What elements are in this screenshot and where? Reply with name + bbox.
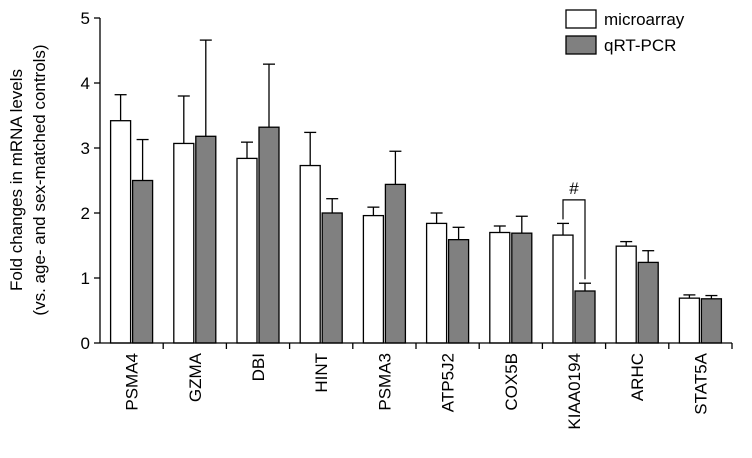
microarray-bar <box>552 234 574 344</box>
y-axis-title: Fold changes in mRNA levels (vs. age- an… <box>7 44 49 315</box>
qrt-pcr-bar <box>195 135 217 344</box>
microarray-bar <box>236 157 258 344</box>
qrt-pcr-bar <box>511 232 533 344</box>
y-tick-label: 0 <box>81 334 90 353</box>
microarray-legend-swatch <box>565 9 597 29</box>
microarray-bar <box>678 297 701 344</box>
y-axis-title-line1: Fold changes in mRNA levels <box>7 69 26 291</box>
x-tick-label: PSMA3 <box>375 353 394 411</box>
y-axis-title-line2: (vs. age- and sex-matched controls) <box>30 44 49 315</box>
qrt-pcr-bar <box>574 290 596 344</box>
y-tick-label: 4 <box>81 74 90 93</box>
microarray-bar <box>489 231 511 344</box>
x-tick-label: STAT5A <box>691 352 710 414</box>
qrt-pcr-bar <box>447 238 470 344</box>
microarray-bar <box>173 142 195 344</box>
legend-label: qRT-PCR <box>604 36 676 55</box>
qrt-pcr-bar <box>258 126 280 344</box>
x-tick-label: ATP5J2 <box>439 353 458 412</box>
microarray-bar <box>299 164 321 344</box>
x-tick-label: DBI <box>249 353 268 381</box>
x-tick-label: PSMA4 <box>123 353 142 411</box>
significance-marker: # <box>569 179 579 198</box>
microarray-bar <box>362 214 385 344</box>
x-tick-label: ARHC <box>628 353 647 401</box>
y-tick-label: 1 <box>81 269 90 288</box>
qrt-pcr-bar <box>384 183 407 344</box>
x-tick-label: KIAA0194 <box>565 353 584 430</box>
y-tick-label: 3 <box>81 139 90 158</box>
x-axis: PSMA4 GZMA DBI HINT PSMA3 ATP5J2 COX5B KIAA0194… <box>100 342 733 430</box>
annotation: # <box>562 179 586 280</box>
qrt-pcr-bar <box>321 212 343 344</box>
legend-label: microarray <box>604 10 685 29</box>
x-tick-label: COX5B <box>502 353 521 411</box>
qrt-pcr-bar <box>700 298 723 344</box>
qrt-pcr-bar <box>131 179 154 344</box>
y-axis: 0 1 2 3 4 5 <box>81 9 101 353</box>
microarray-bar <box>425 222 448 344</box>
qrt-pcr-bar <box>637 261 659 344</box>
x-tick-label: GZMA <box>186 352 205 402</box>
bars <box>109 39 723 344</box>
microarray-bar <box>109 120 132 344</box>
y-tick-label: 5 <box>81 9 90 28</box>
y-tick-label: 2 <box>81 204 90 223</box>
x-tick-label: HINT <box>312 353 331 393</box>
legend: microarray qRT-PCR <box>565 9 685 55</box>
qrt-pcr-legend-swatch <box>565 35 597 55</box>
microarray-bar <box>615 245 637 344</box>
significance-bracket <box>562 199 586 280</box>
